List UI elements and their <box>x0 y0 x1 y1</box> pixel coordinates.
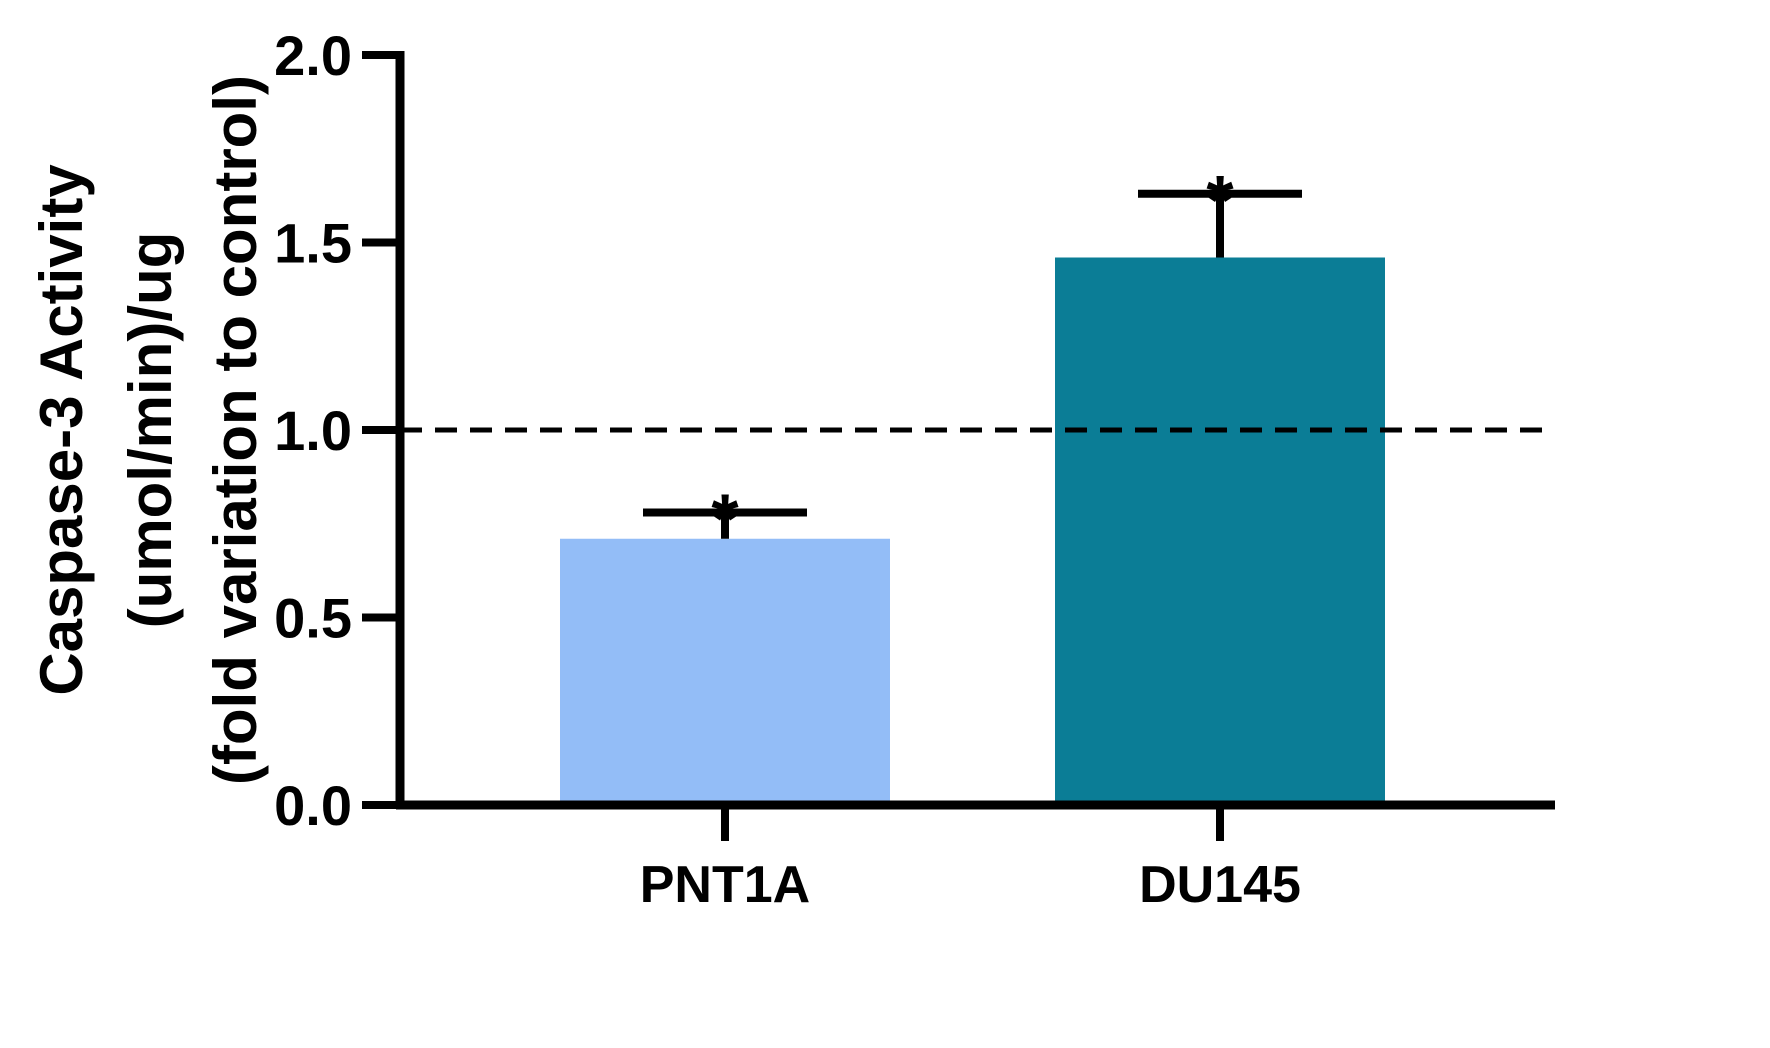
y-tick-label: 1.0 <box>274 399 352 462</box>
y-tick-label: 2.0 <box>274 24 352 87</box>
bar-pnt1a <box>560 538 890 805</box>
significance-asterisk: * <box>711 480 739 558</box>
x-tick-label-pnt1a: PNT1A <box>640 856 810 914</box>
y-axis-label-line-1: Caspase-3 Activity <box>28 164 95 696</box>
y-tick-label: 0.5 <box>274 587 352 650</box>
bars <box>560 257 1385 805</box>
y-tick-label: 0.0 <box>274 774 352 837</box>
significance-markers: ** <box>711 161 1234 558</box>
error-bars <box>643 189 1302 539</box>
y-axis-label: Caspase-3 Activity (umol/min)/ug (fold var… <box>28 75 269 785</box>
y-axis-label-line-2: (umol/min)/ug <box>117 232 184 629</box>
x-tick-label-du145: DU145 <box>1139 856 1301 914</box>
x-ticks: PNT1A DU145 <box>640 805 1301 914</box>
y-ticks: 0.0 0.5 1.0 1.5 2.0 <box>274 24 400 837</box>
significance-asterisk: * <box>1206 161 1234 239</box>
y-axis-label-line-3: (fold variation to control) <box>202 75 269 785</box>
y-tick-label: 1.5 <box>274 212 352 275</box>
bar-du145 <box>1055 257 1385 805</box>
